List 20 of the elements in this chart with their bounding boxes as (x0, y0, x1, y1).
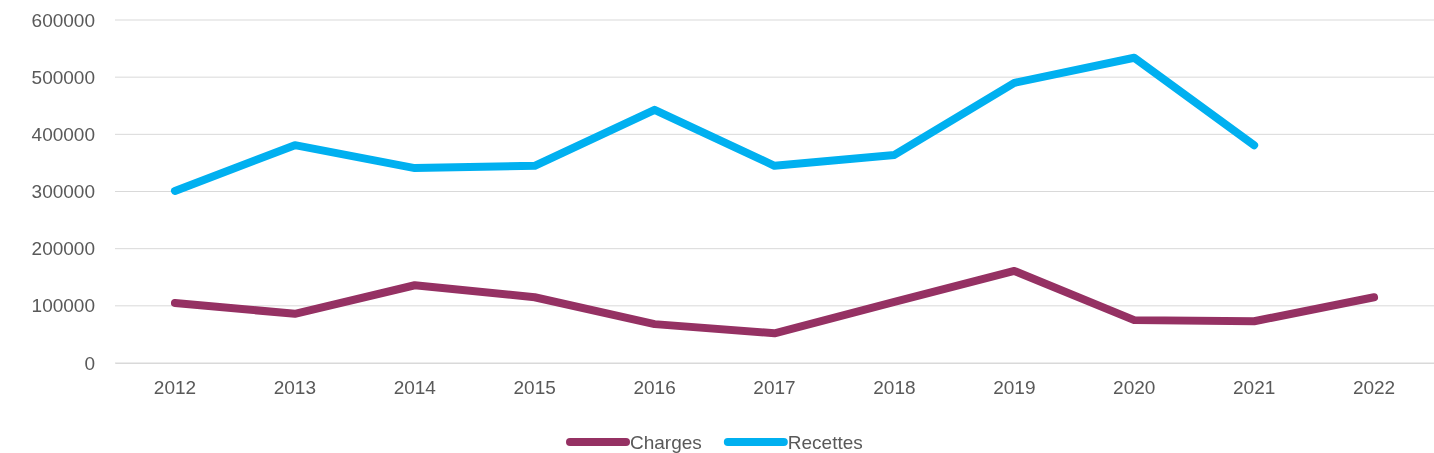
x-tick-label: 2012 (153, 377, 197, 399)
legend-label: Charges (630, 432, 702, 453)
x-tick-label: 2013 (273, 377, 316, 399)
y-tick-label: 100000 (31, 295, 95, 317)
y-tick-label: 300000 (31, 181, 95, 203)
x-tick-label: 2016 (633, 377, 676, 399)
y-tick-label: 500000 (31, 66, 95, 88)
y-tick-label: 400000 (31, 123, 95, 145)
x-tick-label: 2015 (513, 377, 556, 399)
x-tick-label: 2021 (1233, 377, 1276, 399)
legend-label: Recettes (787, 432, 863, 453)
x-tick-label: 2019 (993, 377, 1036, 399)
x-tick-label: 2017 (753, 377, 796, 399)
x-tick-label: 2018 (873, 377, 916, 399)
y-tick-label: 0 (84, 352, 95, 374)
x-tick-label: 2020 (1113, 377, 1156, 399)
x-tick-label: 2022 (1352, 377, 1396, 399)
y-tick-label: 600000 (31, 9, 95, 31)
y-tick-label: 200000 (31, 238, 95, 260)
x-tick-label: 2014 (393, 377, 437, 399)
